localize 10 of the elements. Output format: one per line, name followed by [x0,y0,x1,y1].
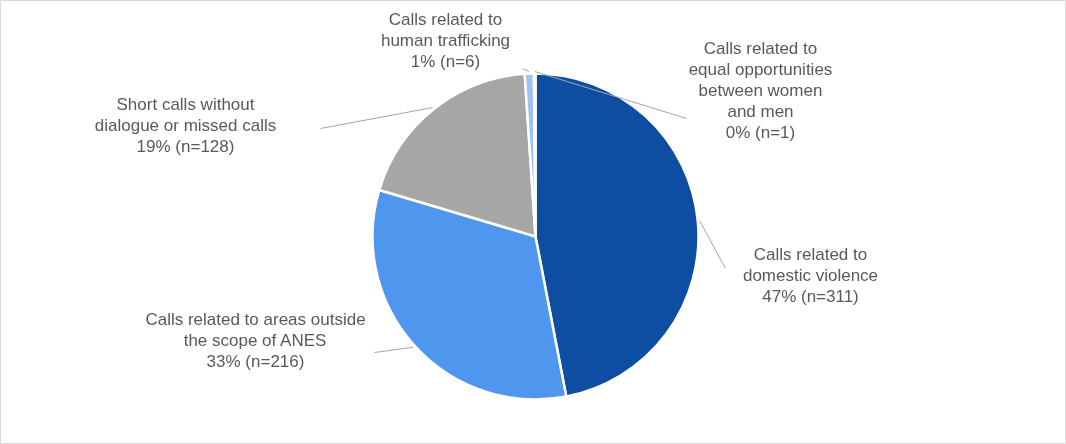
slice-label: Calls related to equal opportunities between women and men [688,39,833,121]
slice-label: Calls related to human trafficking [380,10,511,50]
data-label: 0% (n=1) [725,123,796,142]
data-label: 1% (n=6) [410,52,481,71]
data-label: 33% (n=216) [206,352,305,371]
slice-label: Short calls without dialogue or missed calls [94,95,277,135]
slice-label: Calls related to domestic violence [742,245,879,285]
data-label: 19% (n=128) [136,137,235,156]
data-label: 47% (n=311) [762,287,859,306]
slice-label: Calls related to areas outside the scope of ANES [145,310,366,350]
